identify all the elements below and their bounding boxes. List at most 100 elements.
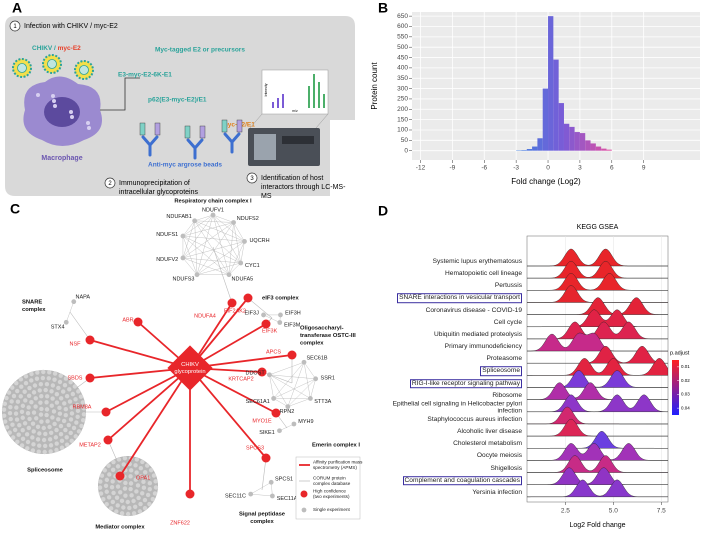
cell-label: Macrophage bbox=[41, 155, 82, 162]
complex-node bbox=[29, 378, 34, 383]
complex-node bbox=[116, 457, 122, 462]
arrow bbox=[100, 77, 140, 111]
complex-node bbox=[118, 490, 123, 495]
complex-edge bbox=[303, 362, 316, 379]
protein-label: EIF3M bbox=[284, 322, 301, 328]
complex-node bbox=[121, 462, 126, 467]
complex-node bbox=[78, 394, 84, 399]
high-confidence-node bbox=[101, 407, 111, 417]
complex-node bbox=[68, 417, 74, 422]
complex-title: Mediator complex bbox=[95, 525, 145, 531]
complex-node bbox=[69, 411, 75, 416]
complex-node bbox=[20, 403, 26, 409]
complex-edge bbox=[228, 262, 241, 275]
complex-node bbox=[48, 449, 53, 454]
complex-node bbox=[23, 374, 29, 379]
complex-node bbox=[141, 485, 147, 490]
complex-edge bbox=[269, 374, 288, 407]
complex-edge bbox=[182, 220, 195, 237]
complex-node bbox=[291, 421, 297, 427]
step-text: Identification of host bbox=[261, 175, 323, 182]
complex-node bbox=[23, 398, 28, 403]
protein-label: NDUFA4 bbox=[194, 313, 216, 319]
complex-node bbox=[110, 479, 115, 484]
complex-node bbox=[10, 422, 15, 427]
complex-title: SNARE bbox=[22, 300, 42, 306]
category-label: Ubiquitin mediated proteolysis bbox=[434, 331, 522, 339]
protein-label: NDUFS1 bbox=[156, 232, 178, 238]
complex-edge bbox=[196, 262, 241, 275]
complex-node bbox=[131, 498, 136, 504]
protein-label: EIF3J bbox=[244, 311, 259, 317]
protein-label: SEC61A1 bbox=[246, 399, 270, 405]
protein-label: NDUFAB1 bbox=[166, 214, 191, 220]
legend-tick-label: 0.01 bbox=[681, 364, 690, 369]
network bbox=[1, 212, 319, 517]
complex-node bbox=[34, 416, 39, 421]
complex-node bbox=[31, 429, 36, 434]
ridge bbox=[527, 479, 668, 498]
complex-title: Respiratory chain complex I bbox=[174, 199, 252, 205]
beads-label: Anti-myc argrose beads bbox=[148, 162, 222, 169]
complex-node bbox=[138, 501, 143, 507]
complex-node bbox=[63, 406, 69, 412]
complex-node bbox=[9, 399, 14, 404]
high-confidence-node bbox=[103, 435, 113, 445]
category-label: Complement and coagulation cascades bbox=[402, 475, 522, 486]
legend-label: CORUM protein bbox=[313, 475, 346, 480]
complex-node bbox=[37, 443, 42, 448]
virus-label-part: CHIKV / bbox=[32, 45, 58, 52]
legend-swatch bbox=[300, 490, 308, 498]
complex-node bbox=[37, 431, 42, 436]
complex-edge bbox=[194, 214, 214, 221]
complex-node bbox=[132, 504, 138, 509]
complex-node bbox=[110, 467, 116, 472]
spectrum-peak bbox=[323, 94, 325, 108]
step-badge bbox=[246, 172, 258, 184]
complex-title: complex bbox=[300, 341, 324, 347]
complex-title: Emerin complex I bbox=[312, 443, 360, 449]
protein-label: CYC1 bbox=[245, 263, 260, 269]
complex-node bbox=[125, 499, 130, 505]
complex-node bbox=[45, 419, 50, 424]
complex-node bbox=[7, 410, 13, 416]
ridge bbox=[527, 273, 668, 291]
protein-label: EIF2AK2 bbox=[224, 308, 246, 314]
complex-edge bbox=[182, 257, 230, 275]
complex-node bbox=[19, 384, 24, 389]
complex-node bbox=[31, 390, 37, 395]
complex-edge bbox=[233, 222, 241, 264]
complex-node bbox=[10, 385, 15, 390]
complex-edge bbox=[228, 241, 245, 275]
category-label: Proteasome bbox=[486, 355, 522, 363]
complex-node bbox=[1, 413, 7, 418]
complex-edge bbox=[240, 241, 245, 264]
complex-node bbox=[32, 383, 38, 388]
protein-label: SBDS bbox=[68, 375, 83, 381]
y-tick-label: 150 bbox=[397, 116, 408, 123]
complex-title: Signal peptidase bbox=[239, 512, 286, 518]
legend-title: p.adjust bbox=[670, 350, 690, 356]
x-tick-label: -12 bbox=[416, 165, 426, 172]
complex-node bbox=[99, 473, 105, 478]
complex-node bbox=[61, 418, 67, 424]
complex-node bbox=[20, 428, 25, 433]
category-label: Oocyte meiosis bbox=[476, 452, 522, 460]
step-badge bbox=[104, 177, 116, 189]
category-label: Pertussis bbox=[494, 282, 522, 290]
complex-node bbox=[152, 491, 158, 496]
precursor-label: p62(E3-myc-E2)/E1 bbox=[148, 97, 207, 104]
complex-node bbox=[18, 377, 24, 382]
complex-node bbox=[285, 404, 291, 410]
glycoprotein bbox=[199, 125, 206, 139]
complex-edge bbox=[250, 482, 272, 495]
complex-node bbox=[226, 272, 232, 278]
mass-spec-panel bbox=[254, 134, 276, 160]
complex-node bbox=[150, 496, 155, 502]
protein-label: ZNF622 bbox=[170, 520, 190, 526]
category-label: Cell cycle bbox=[493, 318, 522, 326]
x-tick-label: 5.0 bbox=[609, 508, 618, 515]
complex-node bbox=[153, 485, 159, 490]
complex-edge bbox=[287, 378, 316, 407]
x-tick-label: -3 bbox=[513, 165, 519, 172]
